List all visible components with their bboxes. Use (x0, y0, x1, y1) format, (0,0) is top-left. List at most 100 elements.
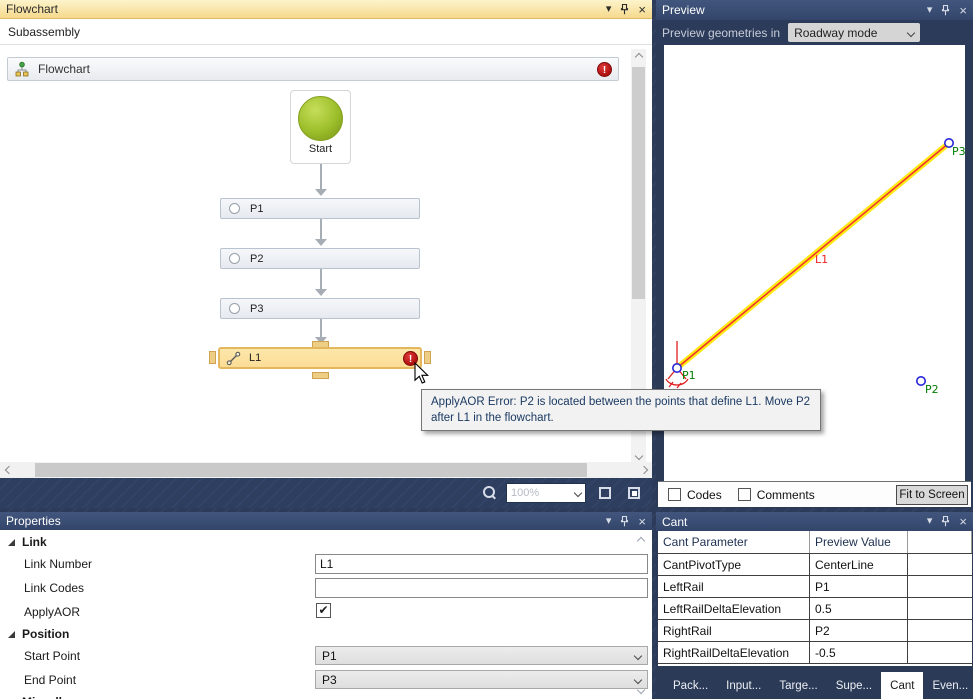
comments-label: Comments (756, 487, 815, 502)
vertical-scroll-thumb[interactable] (632, 67, 645, 299)
selection-handle-right[interactable] (424, 351, 431, 364)
search-icon[interactable] (481, 485, 497, 501)
link-number-input[interactable] (315, 554, 648, 574)
scroll-left-icon[interactable] (1, 462, 16, 477)
node-p3[interactable]: P3 (220, 298, 420, 319)
pin-icon[interactable] (941, 516, 950, 527)
collapse-triangle-icon (8, 538, 15, 546)
node-start[interactable]: Start (290, 90, 351, 164)
fit-to-screen-button[interactable]: Fit to Screen (896, 484, 968, 505)
table-row[interactable]: LeftRailDeltaElevation 0.5 (658, 598, 972, 620)
section-miscellaneous[interactable]: Miscellaneous (0, 692, 652, 699)
zoom-combobox[interactable]: 100% (506, 483, 586, 503)
empty-cell (908, 554, 972, 575)
tooltip-line2: after L1 in the flowchart. (431, 412, 554, 424)
preview-value-cell[interactable]: -0.5 (810, 642, 908, 663)
close-icon[interactable]: × (959, 514, 967, 529)
table-row[interactable]: RightRailDeltaElevation -0.5 (658, 642, 972, 664)
window-menu-icon[interactable]: ▾ (926, 3, 933, 16)
preview-geometry: P1 P2 P3 L1 (665, 138, 966, 396)
preview-value-cell[interactable]: CenterLine (810, 554, 908, 575)
preview-value-cell[interactable]: P1 (810, 576, 908, 597)
pin-icon[interactable] (620, 515, 629, 527)
selection-handle-bottom[interactable] (312, 372, 329, 379)
node-p3-label: P3 (250, 302, 264, 315)
node-l1[interactable]: L1 ! (218, 347, 422, 369)
breadcrumb-subassembly[interactable]: Subassembly (8, 24, 81, 39)
window-menu-icon[interactable]: ▾ (605, 514, 612, 527)
preview-footer: Codes Comments Fit to Screen (658, 481, 971, 507)
column-header (908, 531, 972, 553)
link-codes-label: Link Codes (24, 581, 85, 595)
overview-button[interactable] (624, 483, 644, 503)
codes-checkbox[interactable] (668, 488, 681, 501)
flowchart-error-icon[interactable]: ! (597, 61, 612, 77)
scroll-down-icon[interactable] (631, 448, 646, 463)
point-node-icon (229, 253, 240, 264)
point-node-icon (229, 203, 240, 214)
point-p3[interactable] (943, 138, 954, 149)
cant-panel-title: Cant (662, 514, 688, 529)
close-icon[interactable]: × (638, 1, 646, 17)
window-menu-icon[interactable]: ▾ (605, 2, 612, 15)
link-number-label: Link Number (24, 557, 93, 571)
tooltip-line1: ApplyAOR Error: P2 is located between th… (431, 396, 811, 408)
end-point-dropdown[interactable]: P3 (315, 670, 648, 689)
comments-checkbox[interactable] (737, 488, 751, 501)
column-header[interactable]: Preview Value (810, 531, 908, 553)
tab-packet[interactable]: Pack... (673, 679, 709, 692)
preview-value-cell[interactable]: 0.5 (810, 598, 908, 619)
preview-mode-label: Preview geometries in (662, 25, 781, 40)
section-miscellaneous-label: Miscellaneous (22, 695, 104, 699)
window-menu-icon[interactable]: ▾ (926, 515, 933, 527)
node-p1[interactable]: P1 (220, 198, 420, 219)
section-position[interactable]: Position (0, 624, 652, 644)
flowchart-group-header[interactable]: Flowchart ! (7, 57, 619, 81)
chevron-down-icon (633, 675, 643, 684)
link-codes-input[interactable] (315, 578, 648, 598)
properties-titlebar: Properties ▾ × (0, 512, 652, 530)
point-p1[interactable] (672, 362, 682, 373)
table-row[interactable]: LeftRail P1 (658, 576, 972, 598)
pin-icon[interactable] (620, 3, 629, 15)
flowchart-panel-title: Flowchart (6, 2, 59, 16)
tab-cant[interactable]: Cant (881, 672, 924, 699)
flowchart-canvas[interactable]: Flowchart ! St (0, 45, 652, 478)
flowchart-vertical-scrollbar[interactable] (631, 49, 646, 463)
fit-to-size-button[interactable] (595, 483, 615, 503)
cant-parameter-cell: CantPivotType (658, 554, 810, 575)
collapse-triangle-icon (8, 630, 15, 638)
flowchart-horizontal-scrollbar[interactable] (0, 462, 652, 478)
tab-super[interactable]: Supe... (835, 679, 873, 692)
point-p2[interactable] (916, 375, 927, 386)
table-row[interactable]: CantPivotType CenterLine (658, 554, 972, 576)
tab-input[interactable]: Input... (726, 679, 762, 692)
pin-icon[interactable] (941, 4, 950, 16)
node-p1-label: P1 (250, 202, 264, 215)
column-header[interactable]: Cant Parameter (658, 531, 810, 553)
end-point-value: P3 (322, 672, 337, 687)
node-p2-label: P2 (250, 252, 264, 265)
preview-panel-title: Preview (662, 3, 705, 17)
close-icon[interactable]: × (638, 513, 646, 529)
close-icon[interactable]: × (959, 2, 967, 18)
tab-target[interactable]: Targe... (779, 679, 818, 692)
start-point-dropdown[interactable]: P1 (315, 646, 648, 665)
preview-mode-dropdown[interactable]: Roadway mode (788, 23, 921, 42)
tab-event[interactable]: Even... (932, 679, 969, 692)
section-link[interactable]: Link (0, 532, 652, 552)
cant-parameter-cell: RightRailDeltaElevation (658, 642, 810, 663)
scroll-up-icon[interactable] (631, 49, 646, 64)
flowchart-toolbar: 100% (0, 478, 652, 508)
preview-value-cell[interactable]: P2 (810, 620, 908, 641)
apply-aor-checkbox[interactable]: ✔ (316, 603, 331, 618)
flowchart-group-label: Flowchart (38, 62, 91, 76)
empty-cell (908, 642, 972, 663)
l1-error-icon[interactable]: ! (403, 351, 418, 366)
horizontal-scroll-thumb[interactable] (35, 463, 587, 477)
node-p2[interactable]: P2 (220, 248, 420, 269)
preview-mode-row: Preview geometries in Roadway mode (656, 20, 973, 45)
scroll-right-icon[interactable] (636, 462, 651, 477)
selection-handle-left[interactable] (209, 351, 216, 364)
table-row[interactable]: RightRail P2 (658, 620, 972, 642)
